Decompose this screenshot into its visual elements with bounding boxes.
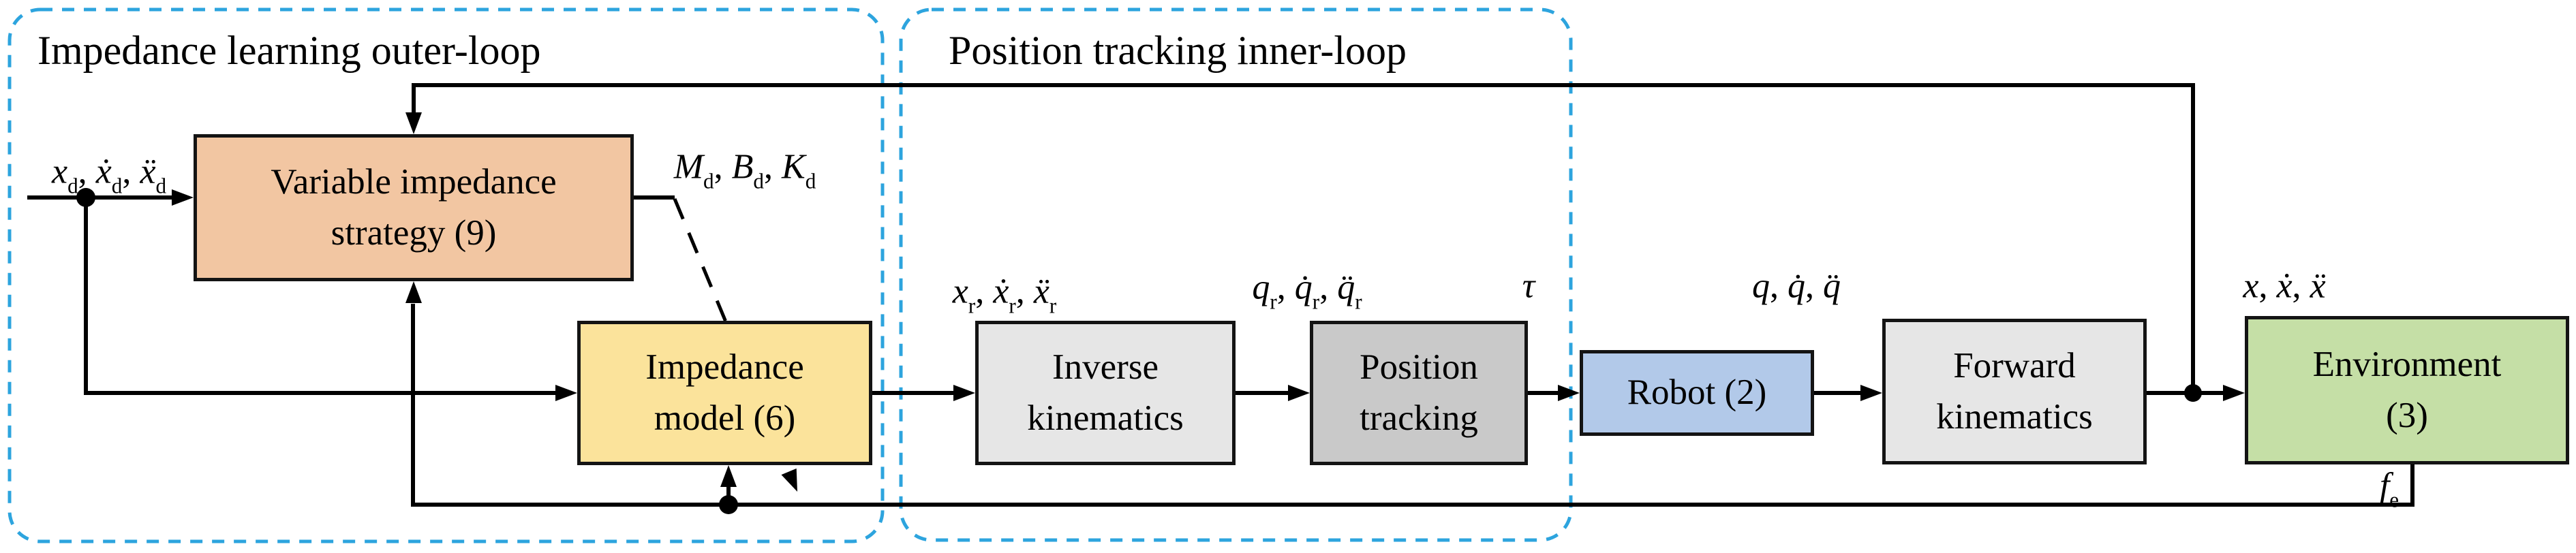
block-label-line: Position — [1360, 347, 1478, 387]
arrowhead-into-robot — [1558, 385, 1580, 401]
arrowhead-into-position-tracking — [1288, 385, 1310, 401]
block-position-tracking: Position tracking — [1310, 321, 1528, 465]
label-torque: τ — [1522, 266, 1535, 306]
junction-dot-state-feedback — [2184, 384, 2202, 402]
arrowhead-force-into-strategy-bottom — [405, 281, 422, 303]
arrowhead-into-impedance-model — [555, 385, 577, 401]
block-variable-impedance-strategy: Variable impedance strategy (9) — [194, 134, 634, 281]
outer-loop-box — [7, 7, 885, 543]
block-label-line: kinematics — [1936, 397, 2093, 437]
label-task-state: x, ẋ, ẍ — [2243, 266, 2326, 306]
block-label-line: strategy (9) — [331, 213, 497, 253]
label-reference-task-trajectory: xr, ẋr, ẍr — [952, 272, 1057, 317]
connector-state-feedback-top — [412, 83, 2195, 393]
block-label-line: model (6) — [654, 398, 796, 438]
junction-dot-desired-input — [76, 188, 95, 207]
label-desired-trajectory: xd, ẋd, ẍd — [51, 152, 167, 198]
label-impedance-params: Md, Bd, Kd — [673, 147, 816, 193]
block-label-line: Forward — [1953, 345, 2076, 385]
arrowhead-into-environment — [2223, 385, 2245, 401]
block-label-line: (3) — [2386, 396, 2428, 435]
block-label-line: Environment — [2312, 344, 2502, 384]
arrowhead-feedback-into-strategy-top — [405, 112, 422, 134]
connector-force-feedback-bottom — [411, 304, 2414, 507]
arrowhead-into-inverse-kinematics — [953, 385, 975, 401]
block-inverse-kinematics: Inverse kinematics — [975, 321, 1236, 465]
arrowhead-into-strategy — [172, 189, 194, 206]
block-label-line: tracking — [1360, 398, 1478, 438]
block-label-line: Robot (2) — [1627, 373, 1767, 413]
junction-dot-force-feedback — [719, 495, 738, 514]
impedance-params-dashed-arrow — [673, 198, 789, 470]
block-label-line: Variable impedance — [271, 161, 557, 202]
label-joint-state: q, q̇, q̈ — [1752, 266, 1841, 306]
block-impedance-model: Impedance model (6) — [577, 321, 872, 465]
label-contact-force: fe — [2379, 466, 2399, 511]
block-label-line: Inverse — [1052, 347, 1159, 387]
block-robot: Robot (2) — [1580, 350, 1814, 436]
arrowhead-force-into-impedance-model-bottom — [720, 465, 737, 487]
inner-loop-title: Position tracking inner-loop — [949, 28, 1407, 73]
outer-loop-title: Impedance learning outer-loop — [37, 28, 541, 73]
block-environment: Environment (3) — [2245, 316, 2569, 464]
block-label-line: kinematics — [1027, 398, 1184, 438]
block-label-line: Impedance — [645, 347, 804, 387]
label-reference-joint-trajectory: qr, q̇r, q̈r — [1252, 268, 1362, 313]
arrowhead-into-forward-kinematics — [1860, 385, 1882, 401]
block-forward-kinematics: Forward kinematics — [1882, 319, 2147, 464]
connector-desired-branch-to-impedance-model — [84, 198, 559, 395]
impedance-params-dashed-arrowhead — [781, 468, 797, 492]
